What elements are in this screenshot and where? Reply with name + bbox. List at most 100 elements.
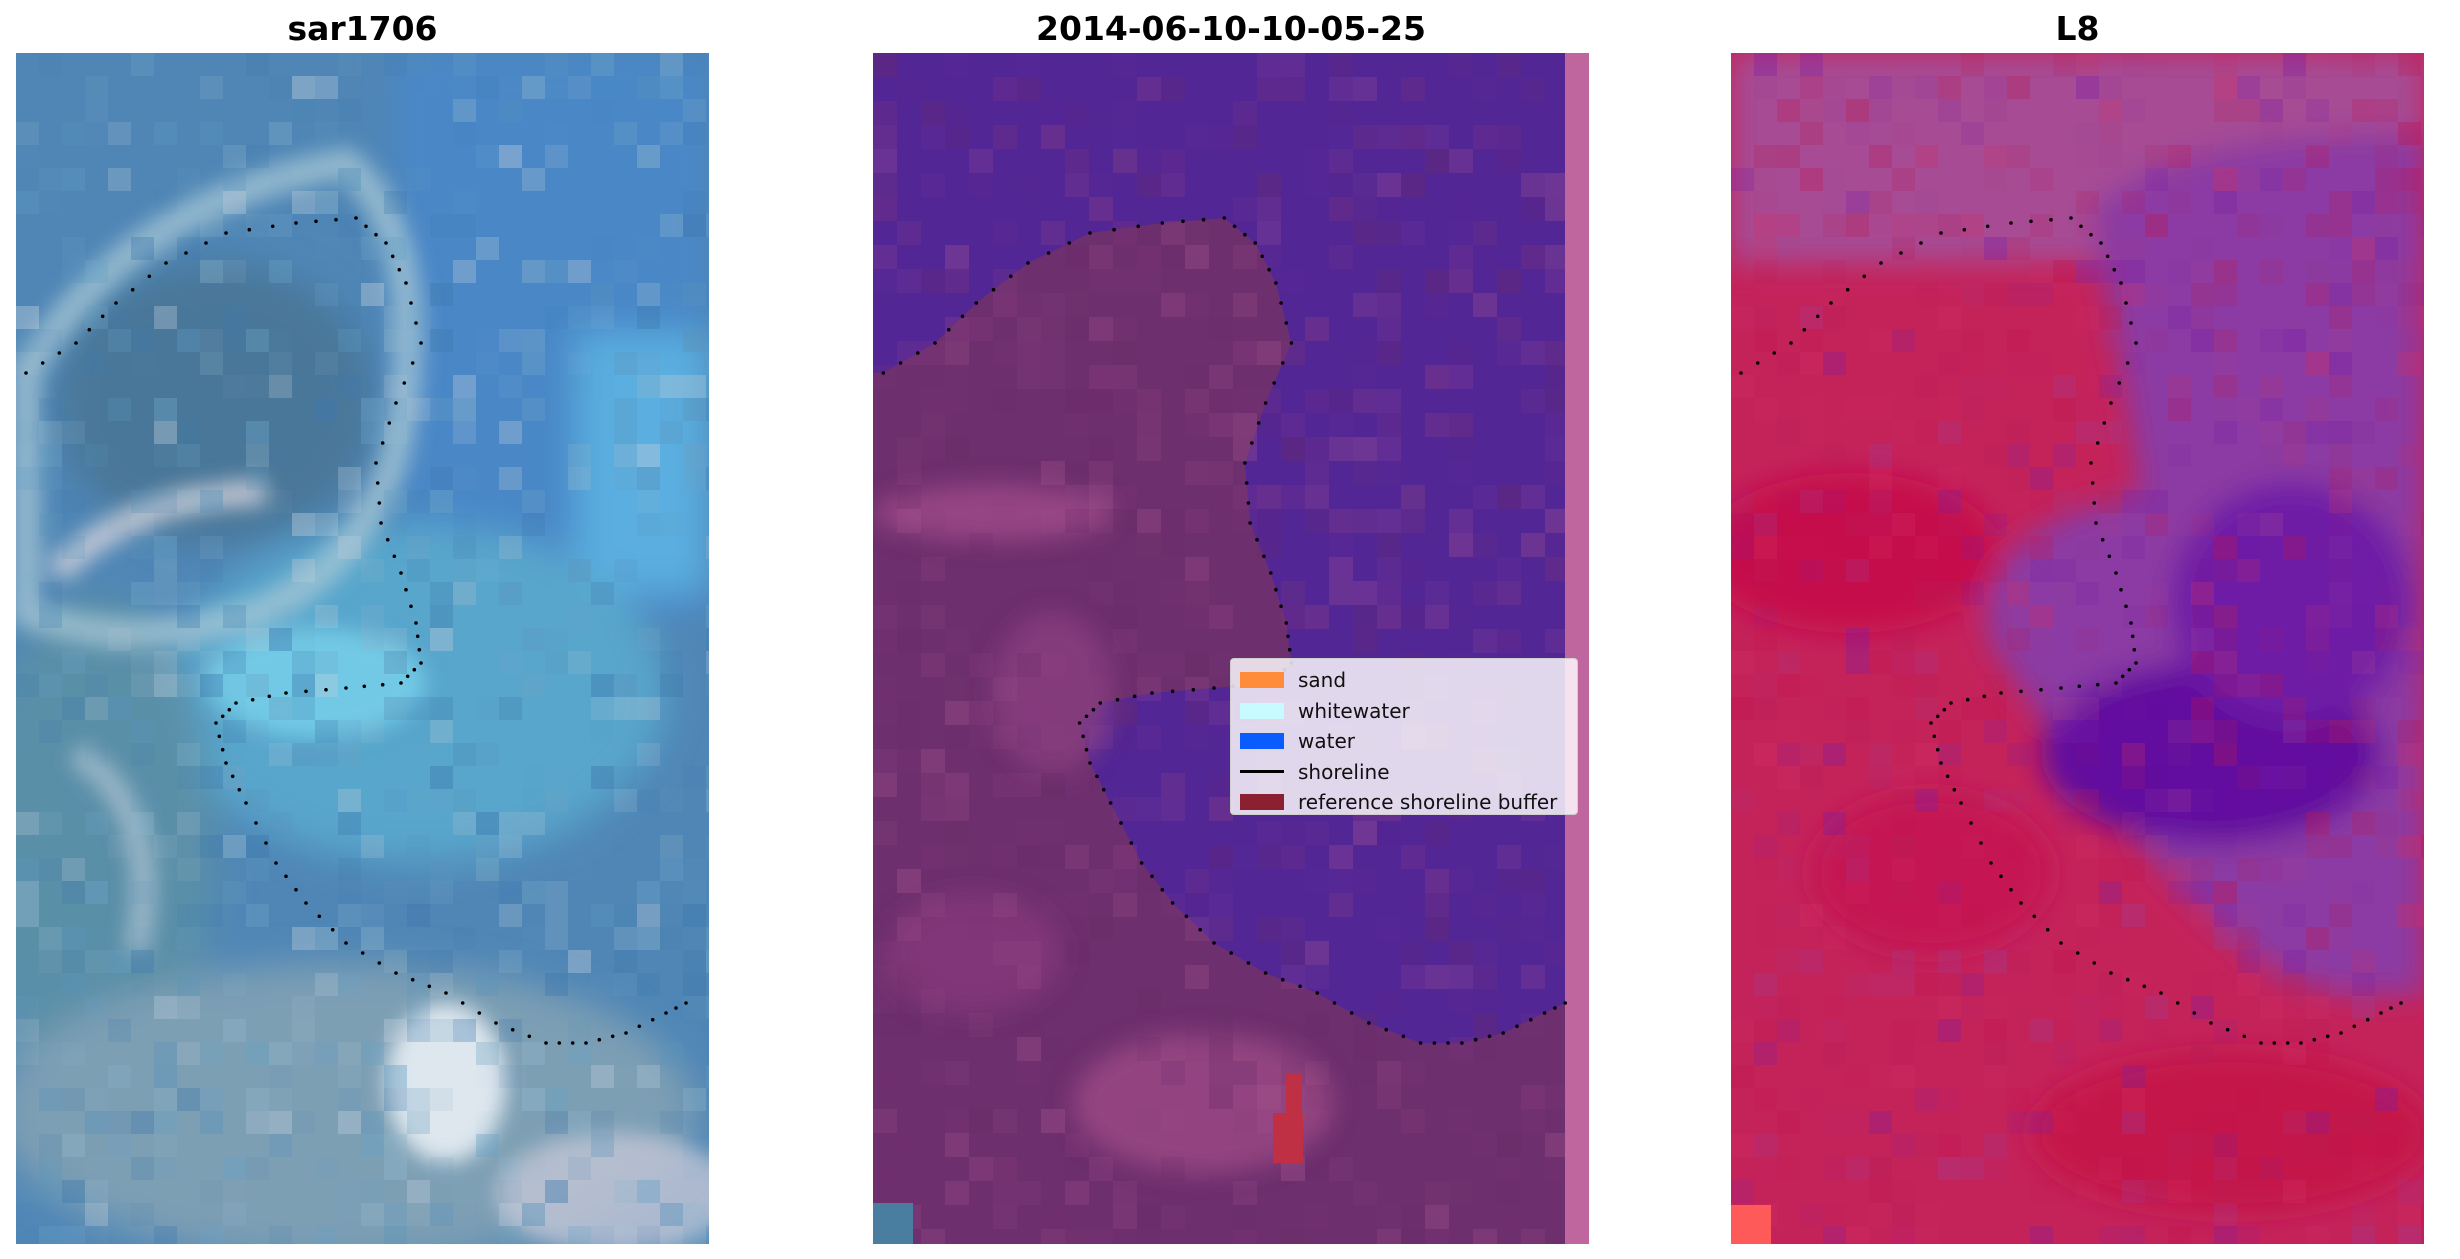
shoreline-point — [1845, 287, 1850, 292]
image-pixel — [637, 490, 660, 513]
shoreline-point — [2019, 689, 2023, 694]
shoreline-point — [1473, 1037, 1478, 1042]
image-pixel — [873, 581, 897, 605]
image-pixel — [39, 398, 62, 421]
image-pixel — [384, 1134, 407, 1157]
image-pixel — [85, 444, 108, 467]
image-pixel — [1823, 927, 1846, 950]
image-pixel — [660, 674, 683, 697]
image-pixel — [1823, 1157, 1846, 1180]
image-pixel — [1089, 1157, 1113, 1181]
image-pixel — [1353, 965, 1377, 989]
image-pixel — [85, 1111, 108, 1134]
image-pixel — [1425, 1205, 1449, 1229]
image-pixel — [545, 1180, 568, 1203]
image-pixel — [568, 467, 591, 490]
image-pixel — [453, 582, 476, 605]
image-pixel — [2398, 720, 2421, 743]
image-pixel — [1161, 653, 1185, 677]
image-pixel — [1449, 437, 1473, 461]
image-pixel — [921, 797, 945, 821]
image-pixel — [16, 329, 39, 352]
image-pixel — [2375, 145, 2398, 168]
image-pixel — [476, 145, 499, 168]
image-pixel — [1892, 421, 1915, 444]
image-pixel — [1113, 1085, 1137, 1109]
image-pixel — [2329, 191, 2352, 214]
image-pixel — [269, 444, 292, 467]
image-pixel — [2329, 789, 2352, 812]
image-pixel — [177, 53, 200, 76]
image-pixel — [223, 306, 246, 329]
image-pixel — [16, 651, 39, 674]
image-pixel — [361, 329, 384, 352]
image-pixel — [407, 490, 430, 513]
image-pixel — [407, 904, 430, 927]
image-pixel — [637, 743, 660, 766]
image-pixel — [2375, 306, 2398, 329]
image-pixel — [1041, 461, 1065, 485]
shoreline-point — [1418, 1041, 1423, 1045]
buffer-patch-lower — [1273, 1113, 1303, 1163]
image-pixel — [1305, 941, 1329, 965]
image-pixel — [921, 653, 945, 677]
image-pixel — [1401, 1013, 1425, 1037]
image-pixel — [2352, 996, 2375, 1019]
image-pixel — [522, 1157, 545, 1180]
image-pixel — [1065, 245, 1089, 269]
image-pixel — [269, 1226, 292, 1244]
image-pixel — [2053, 720, 2076, 743]
image-pixel — [1089, 485, 1113, 509]
image-pixel — [430, 973, 453, 996]
image-pixel — [39, 927, 62, 950]
image-pixel — [384, 306, 407, 329]
shoreline-point — [247, 227, 252, 232]
image-pixel — [2260, 329, 2283, 352]
image-pixel — [108, 513, 131, 536]
image-pixel — [361, 145, 384, 168]
image-pixel — [1065, 389, 1089, 413]
image-pixel — [2421, 421, 2424, 444]
image-pixel — [407, 697, 430, 720]
shoreline-point — [2039, 687, 2043, 692]
image-pixel — [2398, 1203, 2421, 1226]
image-pixel — [2237, 858, 2260, 881]
image-pixel — [568, 858, 591, 881]
shoreline-point — [570, 1041, 575, 1045]
image-pixel — [1938, 306, 1961, 329]
image-pixel — [2214, 1019, 2237, 1042]
image-pixel — [1089, 197, 1113, 221]
image-pixel — [177, 582, 200, 605]
image-pixel — [39, 605, 62, 628]
image-pixel — [1281, 533, 1305, 557]
shoreline-point — [1739, 371, 1743, 375]
image-pixel — [1754, 237, 1777, 260]
image-pixel — [292, 628, 315, 651]
image-pixel — [2099, 1019, 2122, 1042]
image-pixel — [246, 444, 269, 467]
image-pixel — [1329, 245, 1353, 269]
image-pixel — [269, 375, 292, 398]
image-pixel — [1089, 581, 1113, 605]
image-pixel — [1800, 881, 1823, 904]
image-pixel — [430, 697, 453, 720]
image-pixel — [591, 1134, 614, 1157]
shoreline-point — [2134, 341, 2138, 345]
image-pixel — [2191, 283, 2214, 306]
image-pixel — [1754, 697, 1777, 720]
image-pixel — [2168, 145, 2191, 168]
image-pixel — [1892, 1180, 1915, 1203]
shoreline-point — [1432, 1041, 1437, 1045]
image-pixel — [2375, 743, 2398, 766]
image-pixel — [131, 973, 154, 996]
image-pixel — [108, 1111, 131, 1134]
image-pixel — [683, 214, 706, 237]
image-pixel — [921, 173, 945, 197]
image-pixel — [2053, 375, 2076, 398]
image-pixel — [1473, 485, 1497, 509]
image-pixel — [1869, 122, 1892, 145]
image-pixel — [683, 766, 706, 789]
image-pixel — [614, 904, 637, 927]
legend-label-buffer: reference shoreline buffer — [1298, 790, 1558, 815]
shoreline-point — [2049, 217, 2053, 222]
